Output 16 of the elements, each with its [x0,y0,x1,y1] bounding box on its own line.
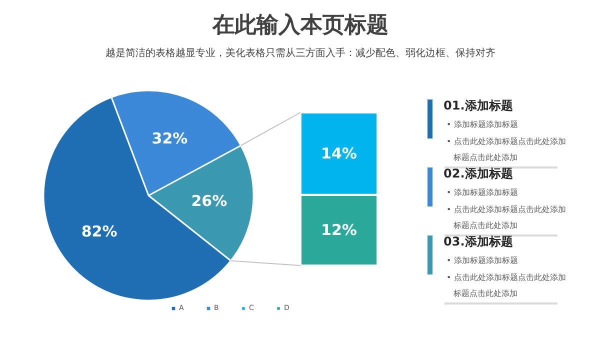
text: • 点击此处添加标题点击此处添加标题点击此处添加 [446,205,566,230]
text: • 添加标题添加标题 [446,188,518,197]
data-label: 82% [81,222,118,240]
data-label: 26% [191,192,228,210]
text: 03.添加标题 [444,234,513,248]
text: 01.添加标题 [444,98,513,112]
data-label: 32% [152,129,188,148]
data-label: 14% [321,144,357,163]
text: 在此输入本页标题 [212,13,388,38]
text: • 点击此处添加标题点击此处添加标题点击此处添加 [446,273,566,298]
data-label: 12% [321,221,357,240]
text: • 添加标题添加标题 [446,256,518,265]
text: • 点击此处添加标题点击此处添加标题点击此处添加 [446,137,566,162]
text: 02.添加标题 [444,166,513,180]
text: • 添加标题添加标题 [446,120,518,129]
text: 越是简洁的表格越显专业，美化表格只需从三方面入手：减少配色、弱化边框、保持对齐 [106,47,496,59]
